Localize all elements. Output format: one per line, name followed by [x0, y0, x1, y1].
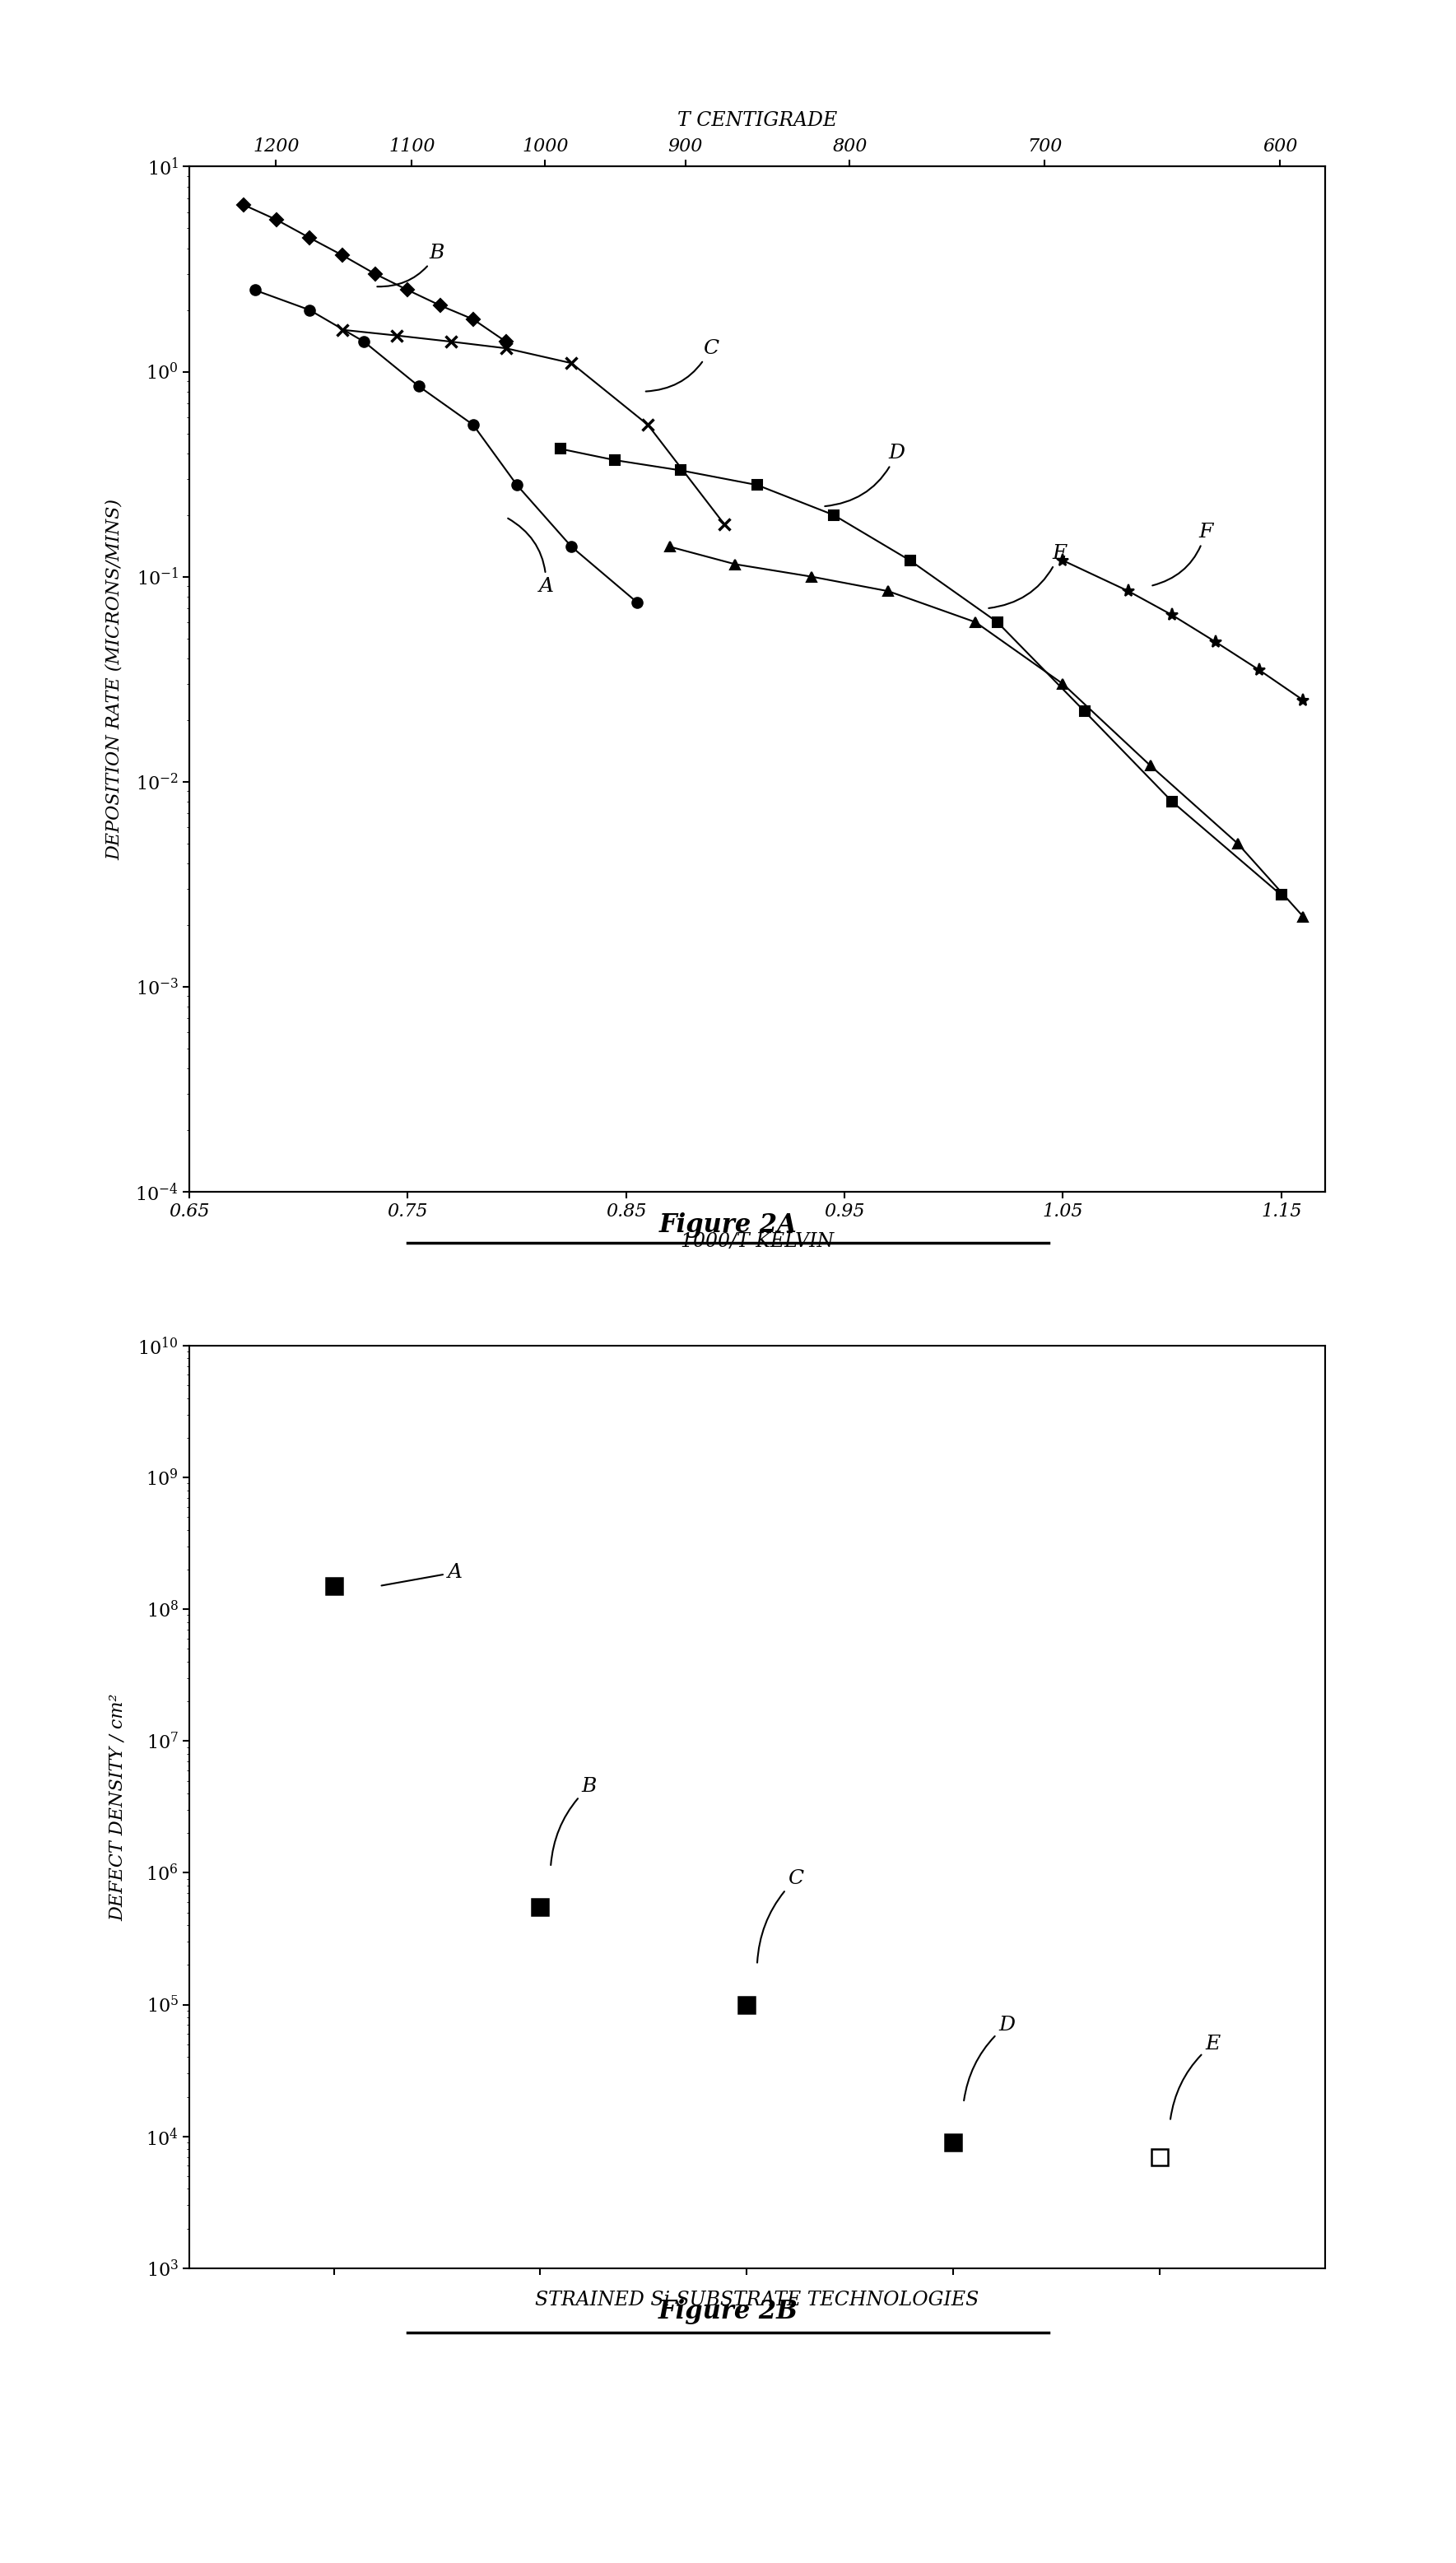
Text: Figure 2B: Figure 2B [658, 2299, 798, 2325]
X-axis label: 1000/T KELVIN: 1000/T KELVIN [680, 1233, 834, 1251]
Text: D: D [964, 2015, 1015, 2102]
X-axis label: STRAINED Si SUBSTRATE TECHNOLOGIES: STRAINED Si SUBSTRATE TECHNOLOGIES [536, 2291, 978, 2309]
Text: B: B [377, 243, 444, 287]
Text: C: C [646, 338, 718, 392]
Y-axis label: DEPOSITION RATE (MICRONS/MINS): DEPOSITION RATE (MICRONS/MINS) [106, 500, 124, 859]
Text: Figure 2A: Figure 2A [660, 1212, 796, 1238]
Text: E: E [989, 543, 1067, 607]
Text: D: D [826, 443, 904, 507]
Text: B: B [550, 1776, 597, 1866]
Y-axis label: DEFECT DENSITY / cm²: DEFECT DENSITY / cm² [108, 1694, 127, 1920]
Text: F: F [1153, 523, 1213, 584]
Text: A: A [508, 518, 553, 595]
Text: C: C [757, 1868, 804, 1963]
Text: E: E [1171, 2035, 1220, 2120]
Text: A: A [381, 1563, 462, 1586]
X-axis label: T CENTIGRADE: T CENTIGRADE [677, 110, 837, 131]
